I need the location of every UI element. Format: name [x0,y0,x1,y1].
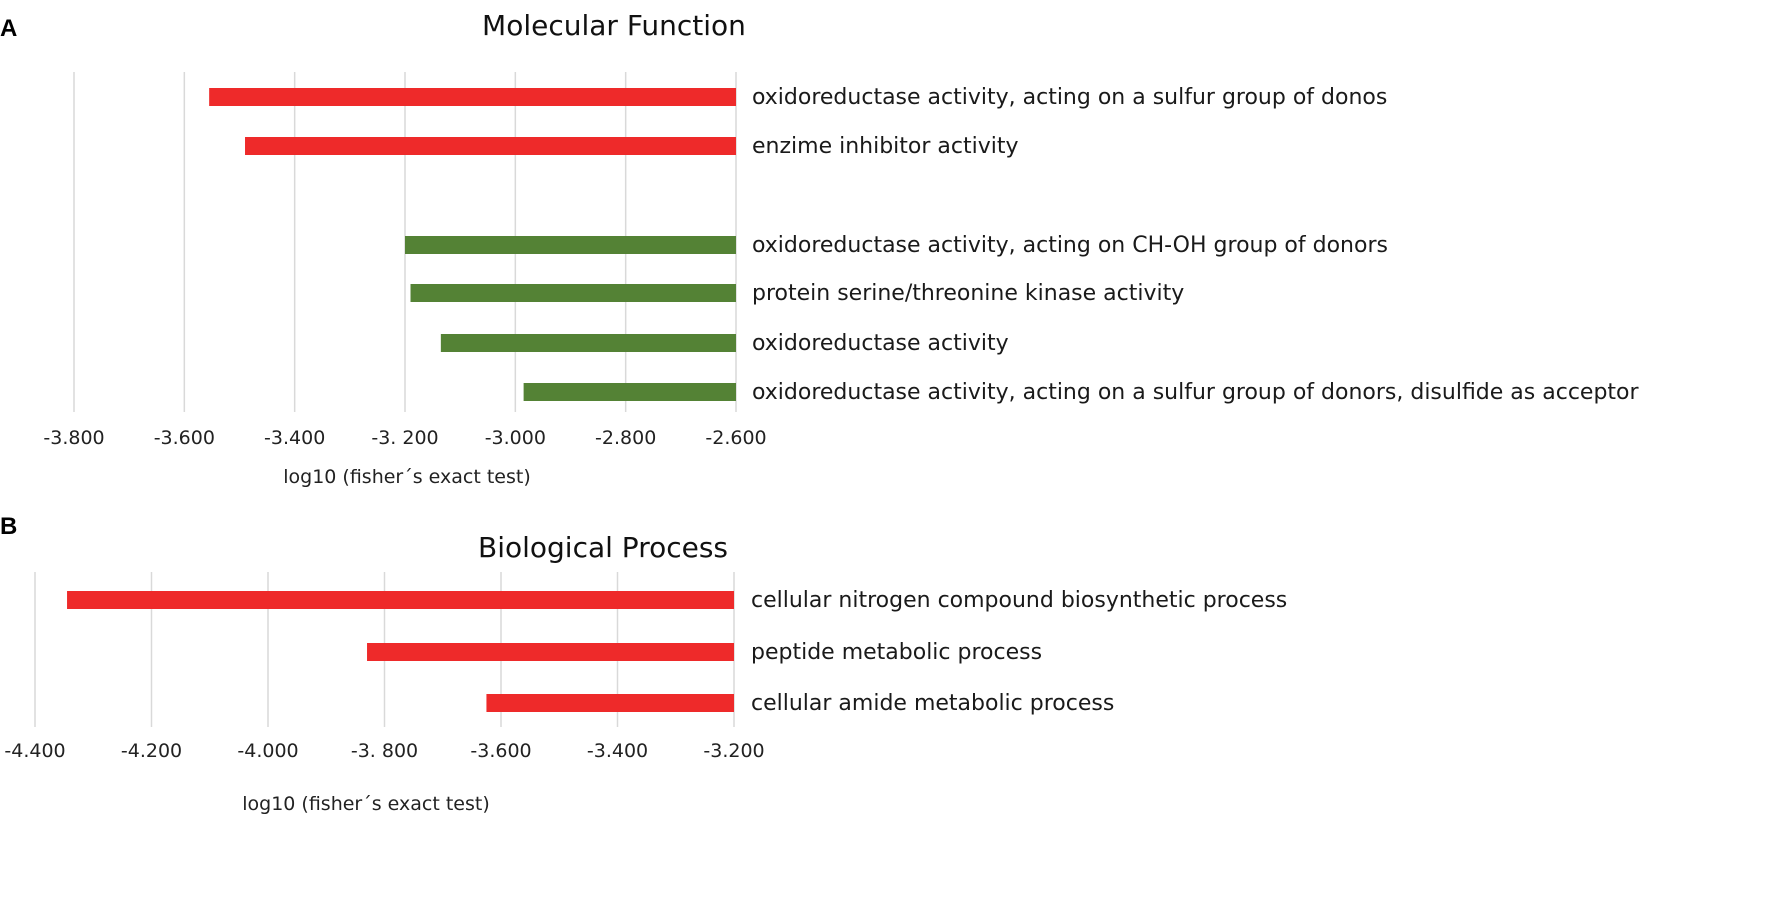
panel-b-tick-label: -3.600 [470,740,531,762]
panel-b-tick-label: -4.200 [121,740,182,762]
panel-a-category-label: protein serine/threonine kinase activity [752,281,1184,306]
panel-b-label: B [0,513,17,540]
panel-a-category-label: enzime inhibitor activity [752,134,1019,159]
panel-b: B Biological Process cellular nitrogen c… [0,513,1287,815]
panel-a-bar [209,88,737,106]
panel-b-tick-label: -3.400 [587,740,648,762]
panel-b-bars [67,591,735,712]
panel-a-tick-label: -3.800 [43,427,104,449]
panel-b-tick-labels: -4.400 -4.200 -4.000 -3. 800 -3.600 -3.400 -3.… [4,740,764,762]
panel-a-tick-label: -3. 200 [371,427,438,449]
panel-a-category-label: oxidoreductase activity, acting on CH-OH… [752,233,1388,258]
panel-a-bar [440,334,736,352]
panel-b-tick-label: -4.000 [237,740,298,762]
panel-a-title: Molecular Function [482,9,746,42]
panel-b-title: Biological Process [478,531,728,564]
panel-a-tick-label: -3.600 [154,427,215,449]
panel-a-tick-label: -3.400 [264,427,325,449]
panel-b-bar [367,643,734,661]
panel-a-tick-label: -2.800 [595,427,656,449]
panel-b-category-label: peptide metabolic process [751,640,1042,665]
panel-a-bar [405,236,736,254]
panel-a-category-label: oxidoreductase activity [752,331,1009,356]
panel-a-label: A [0,15,17,42]
panel-a-category-labels: oxidoreductase activity, acting on a sul… [752,85,1639,405]
panel-a-category-label: oxidoreductase activity, acting on a sul… [752,380,1639,405]
panel-b-bar [67,591,735,609]
panel-a-bar [410,284,736,302]
panel-b-category-label: cellular nitrogen compound biosynthetic … [751,588,1287,613]
panel-b-x-axis-label: log10 (fisher´s exact test) [242,793,490,815]
panel-b-tick-label: -3.200 [703,740,764,762]
panel-b-category-labels: cellular nitrogen compound biosynthetic … [751,588,1287,716]
panel-a-bar [523,383,736,401]
panel-a: A Molecular Function oxidoreductase acti… [0,9,1639,488]
panel-a-bar [245,137,736,155]
panel-a-tick-label: -2.600 [705,427,766,449]
panel-a-category-label: oxidoreductase activity, acting on a sul… [752,85,1387,110]
panel-a-x-axis-label: log10 (fisher´s exact test) [283,466,531,488]
panel-b-category-label: cellular amide metabolic process [751,691,1114,716]
panel-b-tick-label: -4.400 [4,740,65,762]
panel-a-tick-label: -3.000 [485,427,546,449]
panel-a-bars [209,88,737,401]
panel-b-bar [486,694,734,712]
panel-a-tick-labels: -3.800 -3.600 -3.400 -3. 200 -3.000 -2.800 -2.… [43,427,766,449]
panel-b-tick-label: -3. 800 [351,740,418,762]
